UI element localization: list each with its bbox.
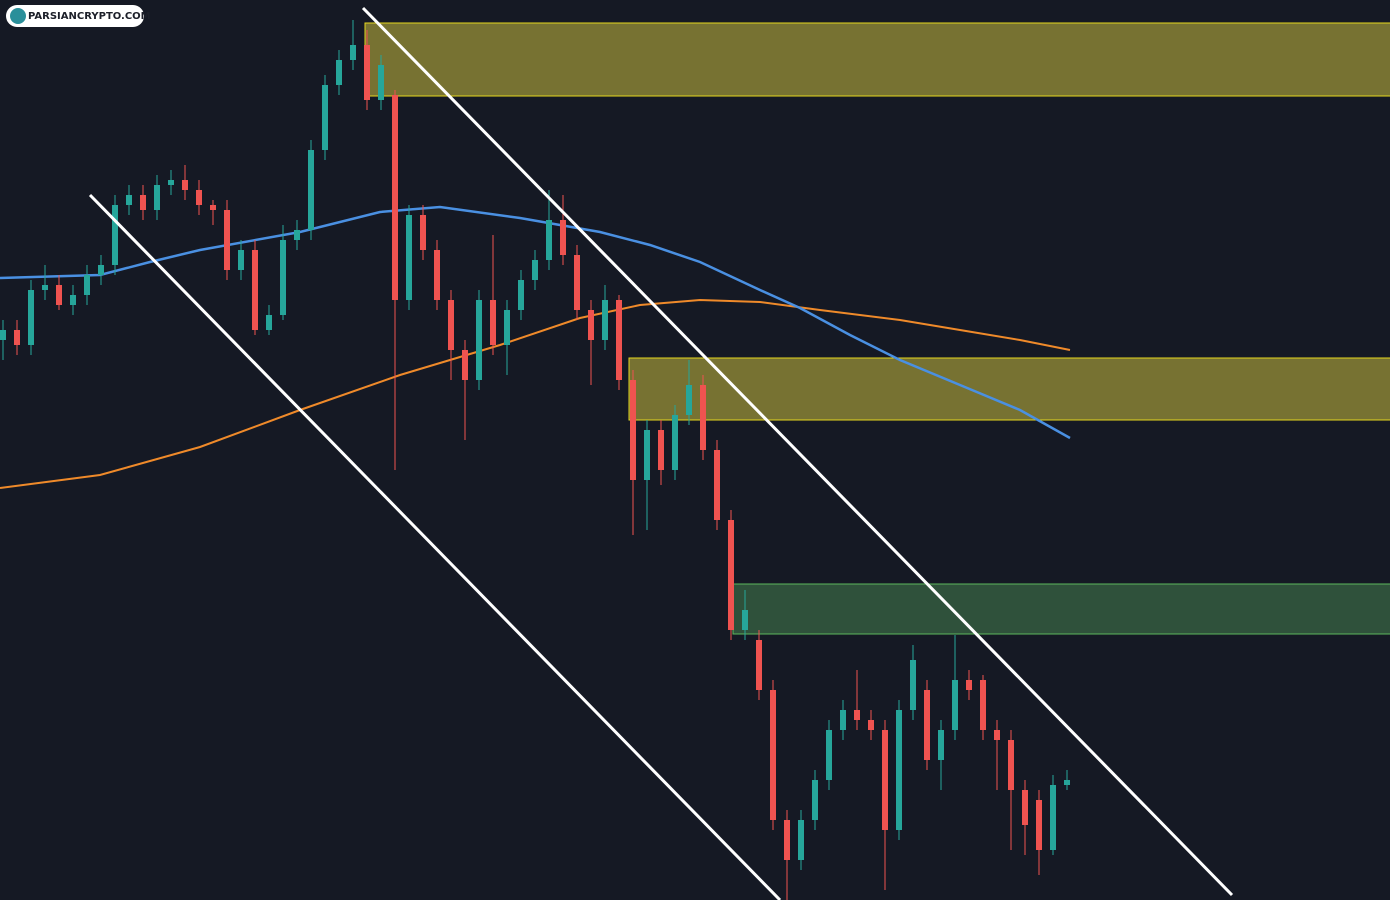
demand-zone (732, 583, 1390, 635)
channel-upper-line (361, 6, 1234, 897)
supply-zone-upper (364, 22, 1390, 97)
channel-lower-line (88, 193, 782, 900)
moving-average-slow (0, 298, 1071, 489)
watermark-logo (10, 8, 26, 24)
watermark-text: PARSIANCRYPTO.COM (28, 11, 151, 22)
moving-average-fast (0, 205, 1071, 440)
watermark-badge (6, 5, 144, 27)
supply-zone-middle (628, 357, 1390, 421)
